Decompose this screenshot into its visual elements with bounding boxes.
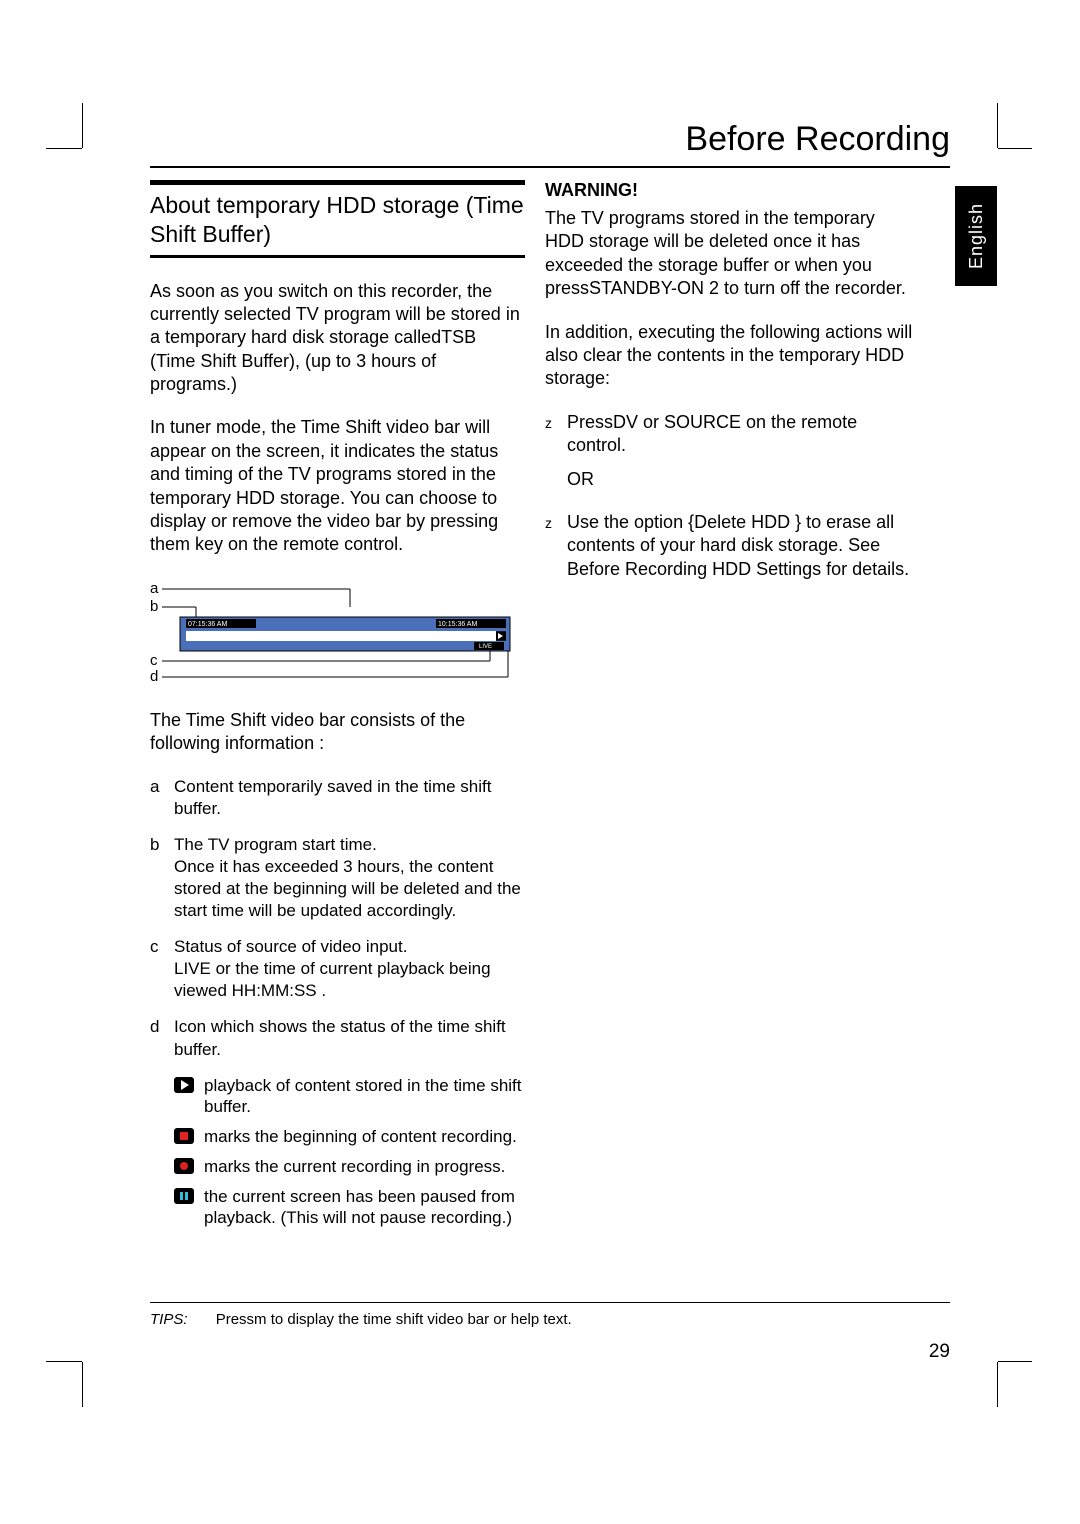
time-shift-diagram: a b c d 07:15:36 AM 10:15:36 AM LIVE xyxy=(150,577,525,687)
section-heading: About temporary HDD storage (Time Shift … xyxy=(150,191,525,249)
rec-start-icon xyxy=(174,1128,194,1144)
title-rule xyxy=(150,166,950,168)
body-text: PressDV or SOURCE on the remote control. xyxy=(567,411,915,458)
list-text: marks the beginning of content recording… xyxy=(204,1126,517,1148)
play-icon xyxy=(174,1077,194,1093)
tips-bar: TIPS: Pressm to display the time shift v… xyxy=(150,1302,950,1328)
crop-mark xyxy=(46,148,82,149)
body-text: As soon as you switch on this recorder, … xyxy=(150,280,525,397)
right-column: WARNING! The TV programs stored in the t… xyxy=(545,180,915,591)
crop-mark xyxy=(82,1362,83,1407)
list-item: cStatus of source of video input. LIVE o… xyxy=(150,936,525,1002)
svg-text:b: b xyxy=(150,598,158,615)
svg-text:c: c xyxy=(150,652,158,669)
list-text: Status of source of video input. LIVE or… xyxy=(174,936,525,1002)
icon-legend-list: playback of content stored in the time s… xyxy=(174,1075,525,1230)
language-label: English xyxy=(966,203,987,269)
language-tab: English xyxy=(955,186,997,286)
crop-mark xyxy=(998,1361,1032,1362)
heading-rule xyxy=(150,255,525,258)
svg-text:a: a xyxy=(150,580,159,597)
crop-mark xyxy=(998,148,1032,149)
definition-list: aContent temporarily saved in the time s… xyxy=(150,776,525,1061)
list-item: marks the current recording in progress. xyxy=(174,1156,525,1178)
list-marker: d xyxy=(150,1016,164,1060)
body-text: The Time Shift video bar consists of the… xyxy=(150,709,525,756)
body-text: The TV programs stored in the temporary … xyxy=(545,207,915,301)
pause-icon xyxy=(174,1188,194,1204)
list-item: aContent temporarily saved in the time s… xyxy=(150,776,525,820)
crop-mark xyxy=(997,103,998,148)
page-number: 29 xyxy=(929,1341,950,1363)
warning-heading: WARNING! xyxy=(545,180,915,201)
list-item: bThe TV program start time. Once it has … xyxy=(150,834,525,922)
list-text: the current screen has been paused from … xyxy=(204,1186,525,1230)
body-text: OR xyxy=(567,468,915,491)
list-text: The TV program start time. Once it has e… xyxy=(174,834,525,922)
svg-text:LIVE: LIVE xyxy=(479,644,492,650)
crop-mark xyxy=(46,1361,82,1362)
list-marker: c xyxy=(150,936,164,1002)
list-text: playback of content stored in the time s… xyxy=(204,1075,525,1119)
body-text: Use the option {Delete HDD } to erase al… xyxy=(567,511,915,581)
list-text: marks the current recording in progress. xyxy=(204,1156,505,1178)
list-text: Content temporarily saved in the time sh… xyxy=(174,776,525,820)
body-text: In addition, executing the following act… xyxy=(545,321,915,391)
body-text: In tuner mode, the Time Shift video bar … xyxy=(150,416,525,556)
page-title: Before Recording xyxy=(685,120,950,159)
list-item: the current screen has been paused from … xyxy=(174,1186,525,1230)
list-item: z Use the option {Delete HDD } to erase … xyxy=(545,511,915,581)
list-item: dIcon which shows the status of the time… xyxy=(150,1016,525,1060)
heading-rule xyxy=(150,180,525,185)
tips-label: TIPS: xyxy=(150,1311,188,1328)
list-marker: b xyxy=(150,834,164,922)
crop-mark xyxy=(82,103,83,148)
tips-text: Pressm to display the time shift video b… xyxy=(216,1311,572,1328)
bullet-marker: z xyxy=(545,514,557,581)
crop-mark xyxy=(997,1362,998,1407)
list-item: playback of content stored in the time s… xyxy=(174,1075,525,1119)
bullet-marker: z xyxy=(545,414,557,458)
rec-icon xyxy=(174,1158,194,1174)
list-marker: a xyxy=(150,776,164,820)
list-item: marks the beginning of content recording… xyxy=(174,1126,525,1148)
svg-text:10:15:36 AM: 10:15:36 AM xyxy=(438,621,477,628)
svg-text:07:15:36 AM: 07:15:36 AM xyxy=(188,621,227,628)
list-text: Icon which shows the status of the time … xyxy=(174,1016,525,1060)
left-column: About temporary HDD storage (Time Shift … xyxy=(150,180,525,1237)
svg-text:d: d xyxy=(150,668,158,685)
list-item: z PressDV or SOURCE on the remote contro… xyxy=(545,411,915,458)
